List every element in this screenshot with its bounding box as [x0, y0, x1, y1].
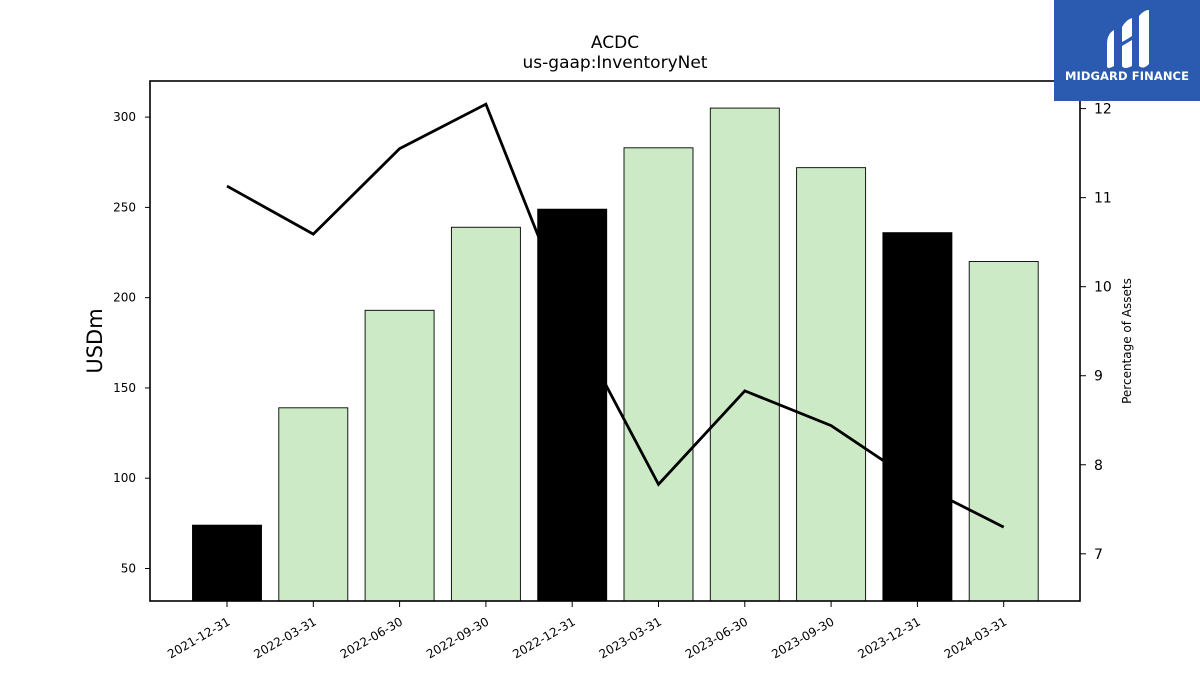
x-tick-label: 2023-09-30 [769, 614, 836, 661]
bar-2022-12-31 [537, 208, 608, 602]
y-axis-left: 50 100 150 200 250 300 [113, 110, 150, 576]
y2-tick-label: 10 [1094, 280, 1112, 296]
x-tick-label: 2022-03-31 [251, 614, 318, 661]
y2-tick-label: 7 [1094, 547, 1103, 563]
y-tick-label: 300 [113, 110, 136, 124]
y2-tick-label: 9 [1094, 369, 1103, 385]
y2-axis-label: Percentage of Assets [1120, 278, 1134, 404]
x-tick-label: 2023-12-31 [855, 614, 922, 661]
logo-text: MIDGARD FINANCE [1064, 69, 1190, 83]
x-tick-label: 2023-03-31 [597, 614, 664, 661]
bar-2023-09-30 [796, 167, 867, 602]
plot-frame [149, 80, 1081, 602]
bar-2024-03-31 [968, 261, 1039, 602]
x-tick-label: 2021-12-31 [165, 614, 232, 661]
y-tick-label: 100 [113, 471, 136, 485]
chart-subtitle: us-gaap:InventoryNet [523, 53, 708, 73]
y-tick-label: 50 [121, 562, 136, 576]
y-axis-right: 7 8 9 10 11 12 [1080, 102, 1112, 563]
x-tick-label: 2022-09-30 [424, 614, 491, 661]
y-tick-label: 150 [113, 381, 136, 395]
bar-2022-06-30 [364, 309, 435, 602]
x-tick-label: 2022-06-30 [338, 614, 405, 661]
x-tick-label: 2024-03-31 [942, 614, 1009, 661]
x-axis: 2021-12-31 2022-03-31 2022-06-30 2022-09-30… [165, 601, 1009, 661]
y2-tick-label: 8 [1094, 458, 1103, 474]
y-tick-label: 200 [113, 291, 136, 305]
y-axis-label: USDm [83, 308, 107, 373]
midgard-finance-logo: MIDGARD FINANCE [1054, 0, 1200, 101]
chart-title: ACDC [591, 33, 639, 53]
bar-2023-06-30 [709, 107, 780, 602]
logo-mark-icon [1107, 10, 1149, 68]
bar-2023-12-31 [882, 232, 953, 602]
percentage-line [226, 102, 1005, 529]
bar-2023-03-31 [623, 147, 694, 602]
y2-tick-label: 12 [1094, 102, 1112, 118]
bar-group [192, 107, 1039, 602]
bar-2022-09-30 [450, 226, 521, 602]
bar-2021-12-31 [192, 524, 262, 602]
bar-2022-03-31 [278, 407, 349, 602]
line-group [226, 102, 1005, 529]
y2-tick-label: 11 [1094, 191, 1112, 207]
x-tick-label: 2023-06-30 [683, 614, 750, 661]
x-tick-label: 2022-12-31 [510, 614, 577, 661]
y-tick-label: 250 [113, 200, 136, 214]
